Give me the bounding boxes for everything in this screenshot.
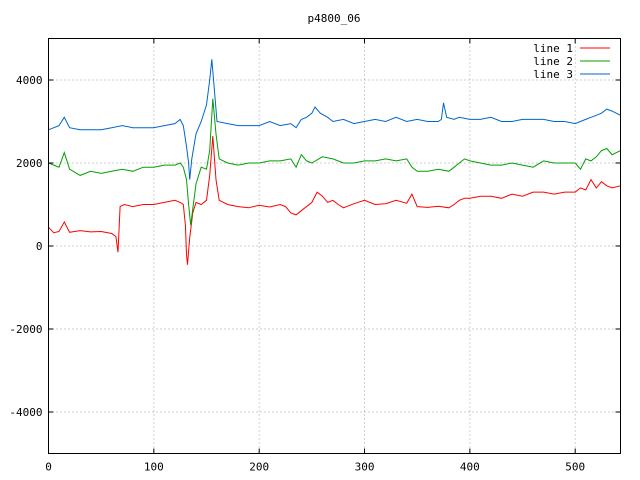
y-tick-label: -2000	[9, 323, 42, 336]
x-tick-label: 200	[249, 461, 269, 474]
x-tick-label: 0	[45, 461, 52, 474]
legend-label: line 3	[533, 68, 573, 81]
series-line-1	[48, 135, 621, 265]
chart-title: p4800_06	[308, 12, 361, 25]
series-line-3	[48, 59, 621, 180]
grid	[48, 38, 621, 454]
y-axis-ticks: -4000 -2000 0 2000 4000	[9, 74, 621, 419]
plot-frame	[48, 38, 621, 454]
y-tick-label: 2000	[16, 157, 43, 170]
x-tick-label: 400	[460, 461, 480, 474]
y-tick-label: 0	[36, 240, 43, 253]
x-tick-label: 100	[144, 461, 164, 474]
x-tick-label: 500	[565, 461, 585, 474]
y-tick-label: -4000	[9, 406, 42, 419]
series-line-2	[48, 98, 621, 226]
legend-label: line 2	[533, 55, 573, 68]
y-tick-label: 4000	[16, 74, 43, 87]
x-tick-label: 300	[355, 461, 375, 474]
legend-label: line 1	[533, 42, 573, 55]
series-group	[48, 59, 621, 265]
x-axis-ticks: 0 100 200 300 400 500	[45, 38, 585, 474]
